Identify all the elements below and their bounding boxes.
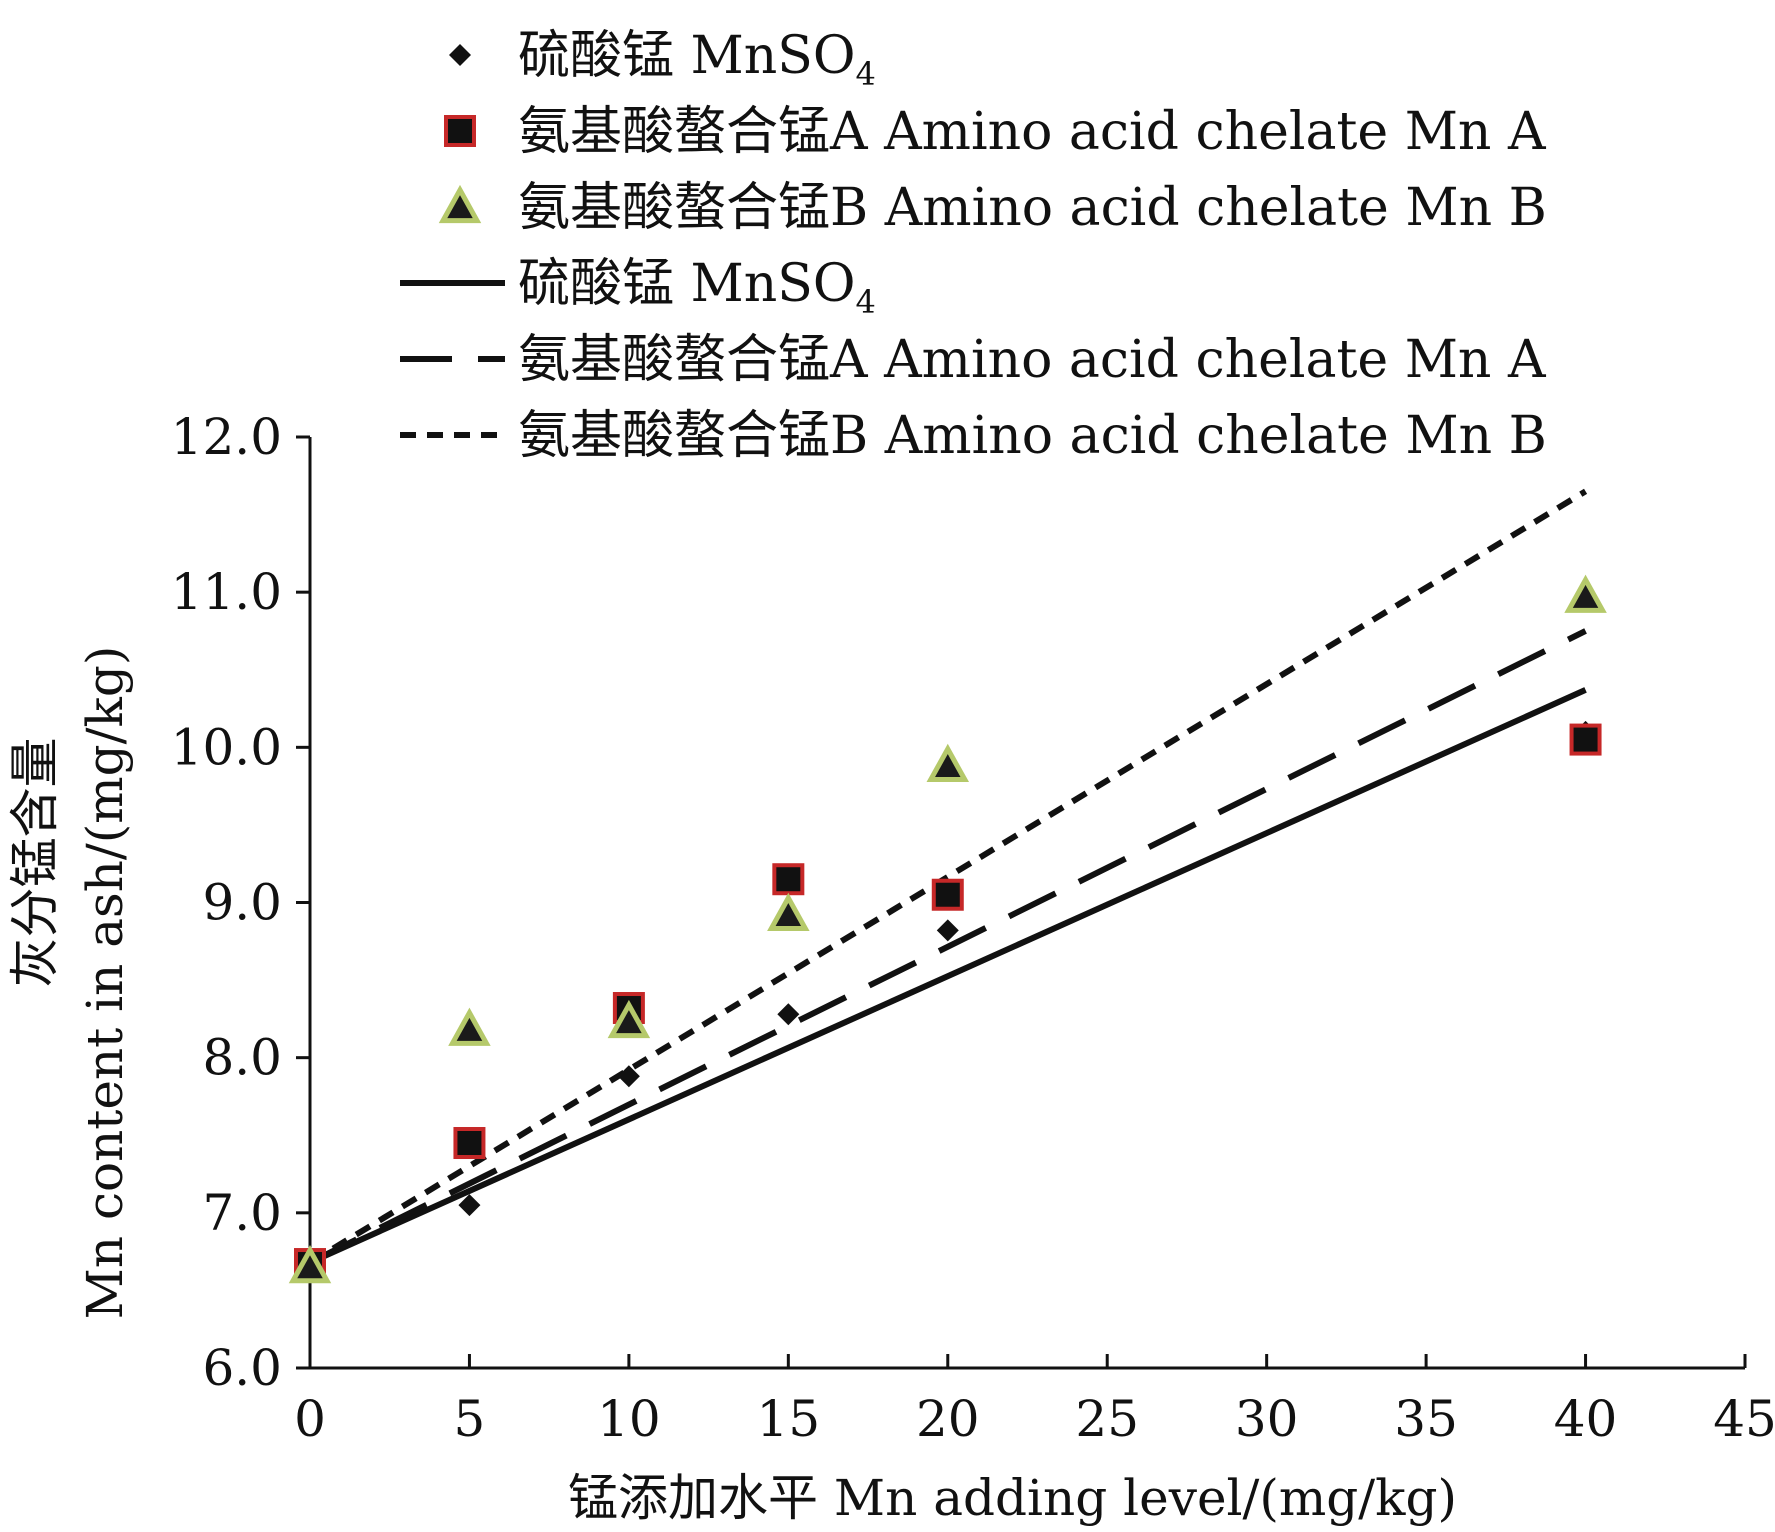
point-diamond	[777, 1003, 800, 1026]
y-axis-title-en: Mn content in ash/(mg/kg)	[76, 646, 134, 1320]
legend-marker-square	[444, 115, 476, 147]
legend-label: 氨基酸螯合锰A Amino acid chelate Mn A	[518, 330, 1547, 390]
fit-line-solid	[308, 687, 1587, 1266]
legend-marker-triangle	[438, 184, 482, 224]
point-triangle	[448, 1007, 491, 1046]
x-tick-label: 40	[1554, 1390, 1618, 1448]
legend-label: 氨基酸螯合锰B Amino acid chelate Mn B	[518, 406, 1547, 466]
x-tick-label: 45	[1713, 1390, 1775, 1448]
fit-line-longdash	[308, 628, 1587, 1266]
legend-label-main: 硫酸锰 MnSO	[518, 254, 856, 314]
point-square	[931, 878, 964, 911]
legend-label: 硫酸锰 MnSO4	[518, 254, 876, 321]
point-triangle	[607, 999, 651, 1039]
point-square	[1569, 723, 1602, 756]
legend-label: 硫酸锰 MnSO4	[518, 26, 876, 93]
y-axis-title-cn: 灰分锰含量	[6, 738, 64, 988]
point-square	[772, 863, 805, 896]
fit-lines	[308, 488, 1588, 1266]
y-tick-label: 12.0	[171, 408, 282, 466]
point-diamond	[617, 1065, 640, 1088]
legend-label-subscript: 4	[856, 283, 876, 321]
x-tick-label: 20	[916, 1390, 980, 1448]
x-tick-label: 15	[757, 1390, 821, 1448]
legend-marker-diamond	[449, 44, 471, 66]
legend-label: 氨基酸螯合锰A Amino acid chelate Mn A	[518, 102, 1547, 162]
point-triangle	[1564, 574, 1607, 613]
point-triangle	[288, 1244, 332, 1284]
point-triangle	[767, 892, 810, 932]
legend-label-main: 硫酸锰 MnSO	[518, 26, 856, 86]
y-tick-label: 9.0	[202, 874, 282, 932]
axes: 0 5 10 15 20 25 30 35 40 45 6.0 7.0 8.0 9.0 10.0 11.0 12…	[171, 408, 1775, 1448]
x-tick-label: 10	[597, 1390, 661, 1448]
point-triangle	[926, 743, 970, 783]
point-diamond	[936, 919, 959, 942]
x-tick-label: 5	[454, 1390, 486, 1448]
y-tick-label: 11.0	[171, 563, 282, 621]
legend-label-subscript: 4	[856, 55, 876, 93]
y-tick-label: 7.0	[202, 1184, 282, 1242]
legend-label: 氨基酸螯合锰B Amino acid chelate Mn B	[518, 178, 1547, 238]
y-tick-label: 8.0	[202, 1029, 282, 1087]
x-axis-title: 锰添加水平 Mn adding level/(mg/kg)	[568, 1469, 1457, 1527]
point-diamond	[458, 1194, 481, 1217]
x-tick-label: 0	[294, 1390, 326, 1448]
y-tick-label: 10.0	[171, 718, 282, 776]
x-tick-label: 30	[1235, 1390, 1299, 1448]
y-tick-label: 6.0	[202, 1339, 282, 1397]
fit-line-shortdash	[308, 488, 1588, 1266]
x-tick-label: 25	[1075, 1390, 1139, 1448]
point-square	[453, 1127, 486, 1160]
data-points	[288, 574, 1607, 1284]
x-tick-label: 35	[1394, 1390, 1458, 1448]
